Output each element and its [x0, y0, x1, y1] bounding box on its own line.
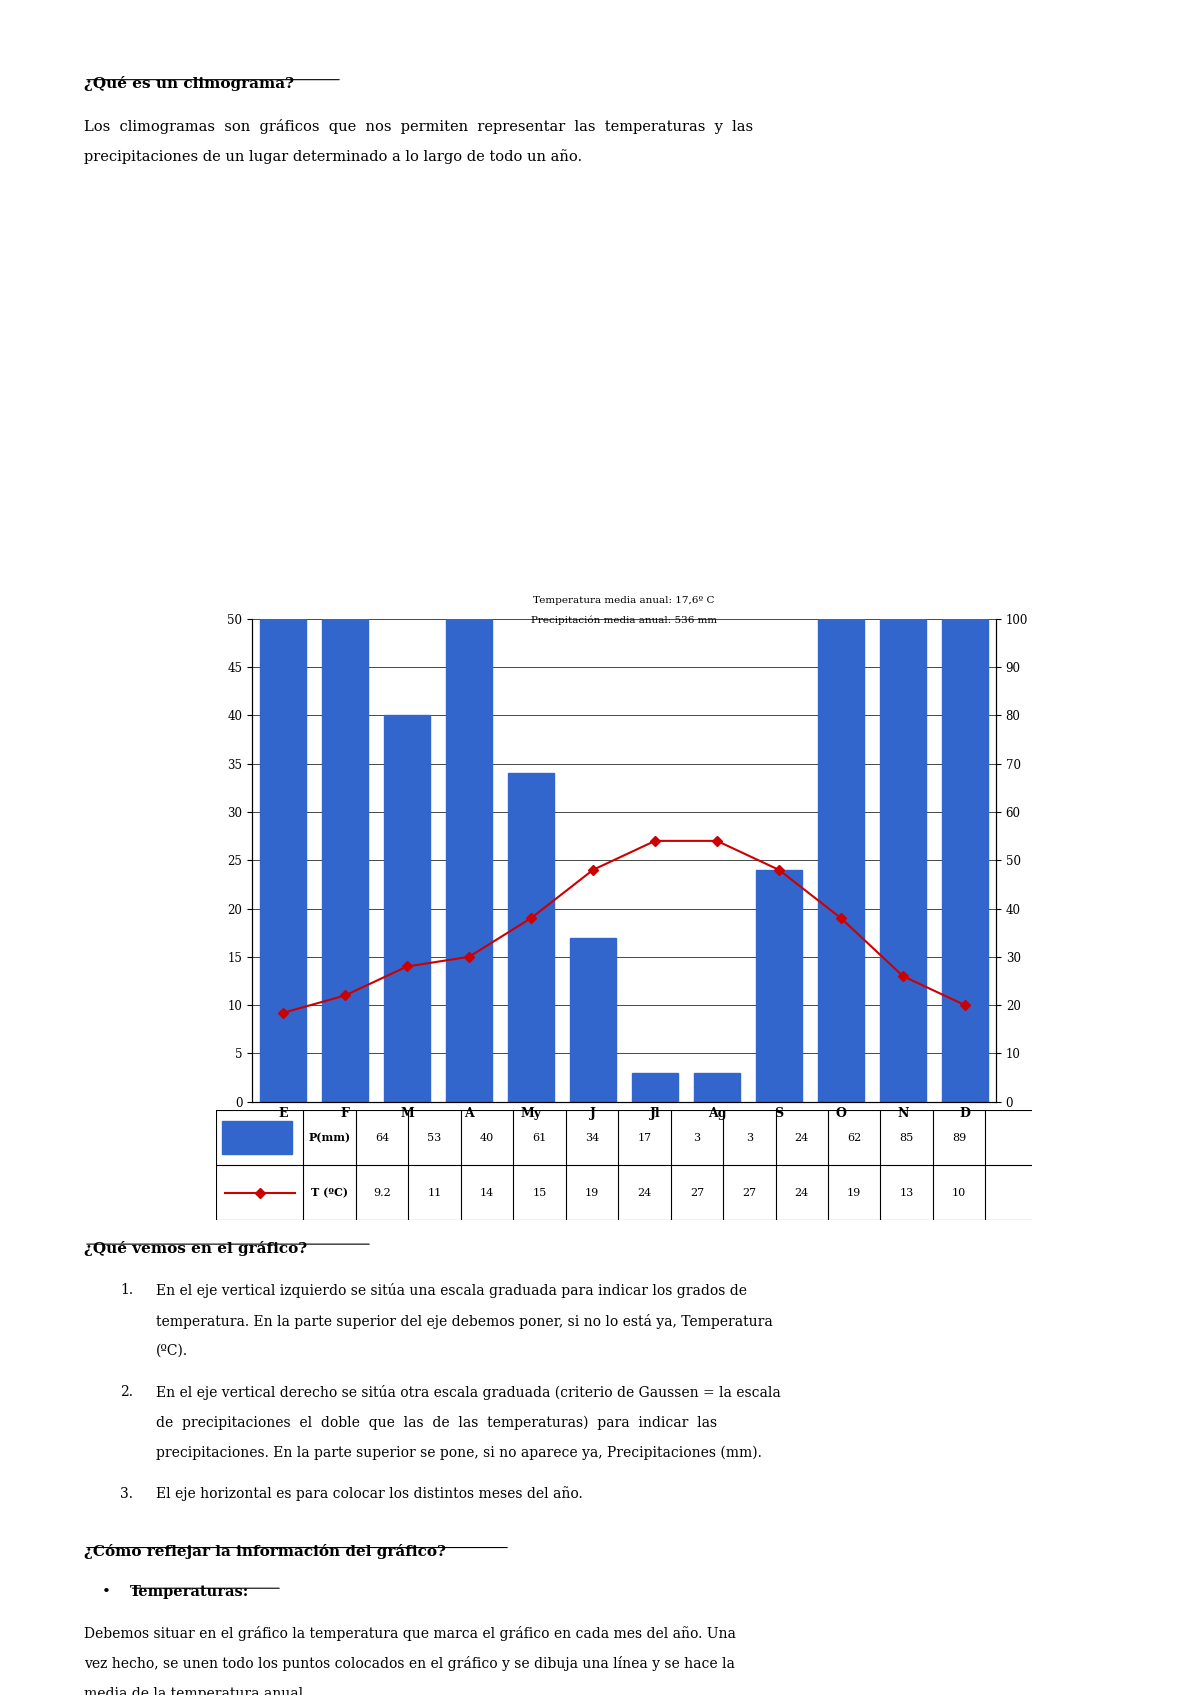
Text: 19: 19 [847, 1188, 862, 1198]
Text: 1.: 1. [120, 1283, 133, 1297]
Text: vez hecho, se unen todo los puntos colocados en el gráfico y se dibuja una línea: vez hecho, se unen todo los puntos coloc… [84, 1656, 734, 1671]
Text: 27: 27 [743, 1188, 756, 1198]
Text: Debemos situar en el gráfico la temperatura que marca el gráfico en cada mes del: Debemos situar en el gráfico la temperat… [84, 1626, 736, 1641]
Bar [817, 503, 864, 1102]
Text: 2.: 2. [120, 1385, 133, 1398]
Text: de  precipitaciones  el  doble  que  las  de  las  temperaturas)  para  indicar : de precipitaciones el doble que las de l… [156, 1415, 718, 1429]
Text: 24: 24 [794, 1132, 809, 1142]
Text: 61: 61 [533, 1132, 547, 1142]
Text: En el eje vertical derecho se sitúa otra escala graduada (criterio de Gaussen = : En el eje vertical derecho se sitúa otra… [156, 1385, 781, 1400]
Text: 62: 62 [847, 1132, 862, 1142]
Text: P(mm): P(mm) [308, 1132, 350, 1142]
Text: 34: 34 [584, 1132, 599, 1142]
Bar [880, 280, 926, 1102]
Text: 3.: 3. [120, 1487, 133, 1500]
Text: temperatura. En la parte superior del eje debemos poner, si no lo está ya, Tempe: temperatura. En la parte superior del ej… [156, 1314, 773, 1329]
Bar [942, 242, 989, 1102]
Text: 24: 24 [794, 1188, 809, 1198]
Text: 24: 24 [637, 1188, 652, 1198]
Text: •: • [102, 1585, 110, 1598]
Bar [222, 1122, 292, 1154]
Bar [508, 773, 554, 1102]
Text: 89: 89 [952, 1132, 966, 1142]
Text: 40: 40 [480, 1132, 494, 1142]
Bar [322, 590, 368, 1102]
Text: 64: 64 [374, 1132, 389, 1142]
Text: En el eje vertical izquierdo se sitúa una escala graduada para indicar los grado: En el eje vertical izquierdo se sitúa un… [156, 1283, 746, 1298]
Text: ¿Qué es un climograma?: ¿Qué es un climograma? [84, 76, 294, 92]
Text: 14: 14 [480, 1188, 494, 1198]
Text: Precipitación media anual: 536 mm: Precipitación media anual: 536 mm [530, 615, 718, 625]
Bar [756, 870, 803, 1102]
Text: 53: 53 [427, 1132, 442, 1142]
Text: 11: 11 [427, 1188, 442, 1198]
Bar [384, 715, 431, 1102]
Text: media de la temperatura anual.: media de la temperatura anual. [84, 1687, 307, 1695]
Text: ¿Qué vemos en el gráfico?: ¿Qué vemos en el gráfico? [84, 1241, 307, 1256]
Bar [694, 1073, 740, 1102]
Text: 9.2: 9.2 [373, 1188, 391, 1198]
Text: T (ºC): T (ºC) [311, 1188, 348, 1198]
Text: 15: 15 [533, 1188, 547, 1198]
Text: ¿Cómo reflejar la información del gráfico?: ¿Cómo reflejar la información del gráfic… [84, 1544, 446, 1559]
Bar [259, 483, 306, 1102]
Text: precipitaciones de un lugar determinado a lo largo de todo un año.: precipitaciones de un lugar determinado … [84, 149, 582, 164]
Bar [570, 937, 617, 1102]
Text: 27: 27 [690, 1188, 704, 1198]
Text: 17: 17 [637, 1132, 652, 1142]
Text: Los  climogramas  son  gráficos  que  nos  permiten  representar  las  temperatu: Los climogramas son gráficos que nos per… [84, 119, 754, 134]
Text: 3: 3 [745, 1132, 752, 1142]
Text: El eje horizontal es para colocar los distintos meses del año.: El eje horizontal es para colocar los di… [156, 1487, 583, 1502]
Bar [631, 1073, 678, 1102]
Text: precipitaciones. En la parte superior se pone, si no aparece ya, Precipitaciones: precipitaciones. En la parte superior se… [156, 1446, 762, 1459]
Text: (ºC).: (ºC). [156, 1344, 188, 1358]
Text: Temperatura media anual: 17,6º C: Temperatura media anual: 17,6º C [533, 597, 715, 605]
Bar [445, 512, 492, 1102]
Text: Temperaturas:: Temperaturas: [130, 1585, 248, 1598]
Text: 10: 10 [952, 1188, 966, 1198]
Text: 19: 19 [584, 1188, 599, 1198]
Text: 85: 85 [900, 1132, 914, 1142]
Text: 3: 3 [694, 1132, 701, 1142]
Text: 13: 13 [900, 1188, 914, 1198]
